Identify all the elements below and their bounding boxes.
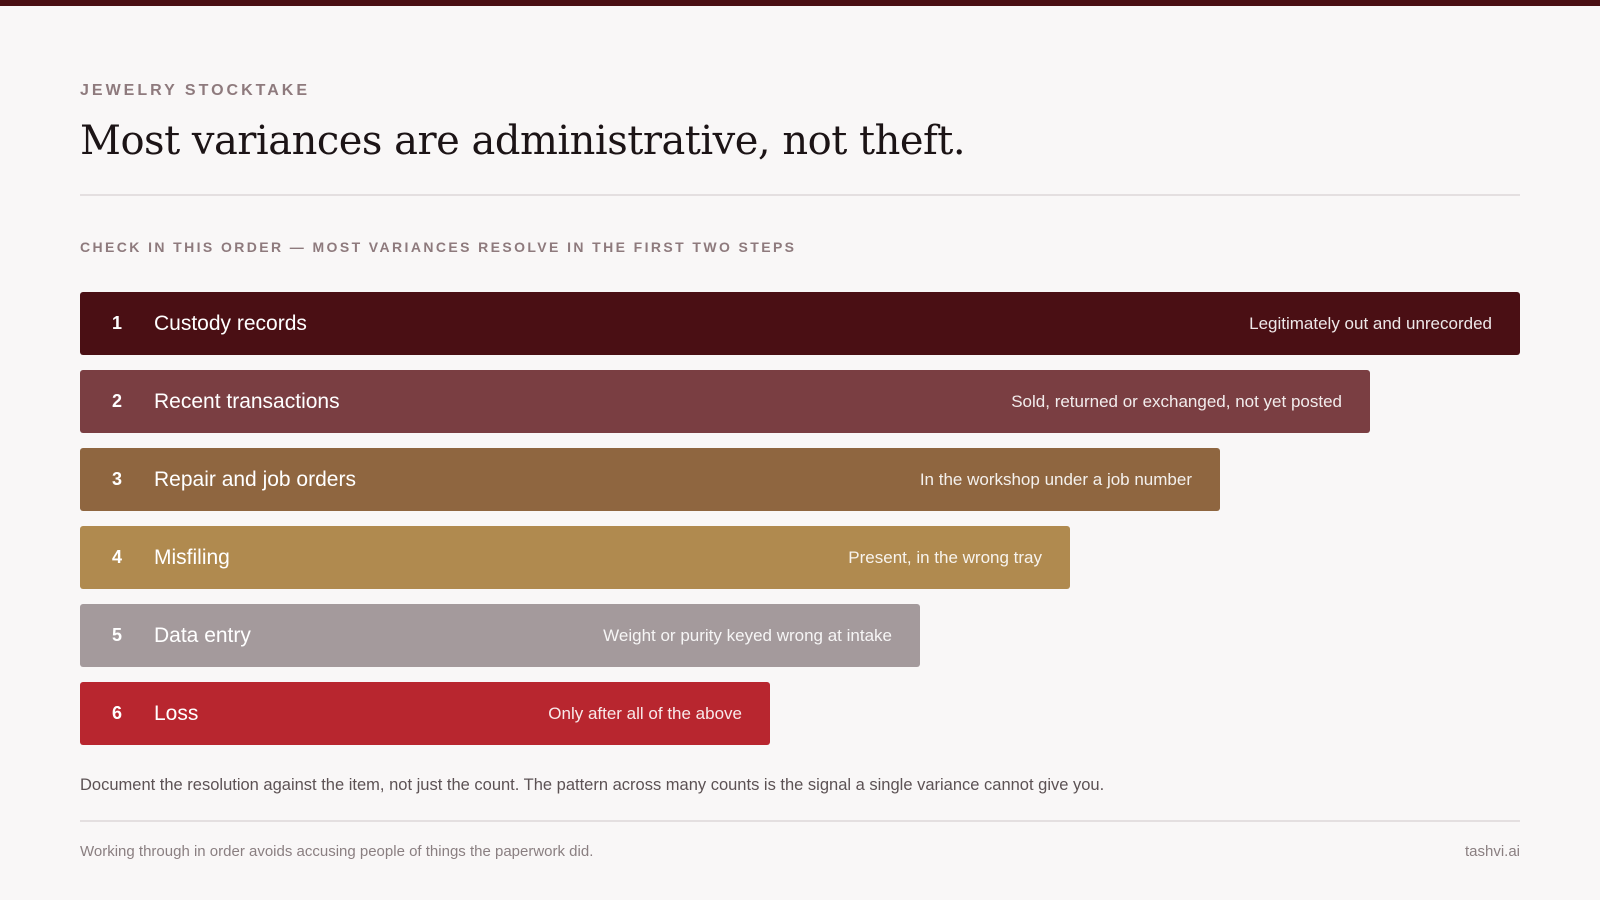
step-label: Misfiling [154, 545, 230, 569]
step-label: Repair and job orders [154, 467, 356, 491]
title: Most variances are administrative, not t… [80, 118, 966, 164]
step-bar: 4 Misfiling Present, in the wrong tray [80, 526, 1070, 589]
step-note: Only after all of the above [548, 703, 742, 723]
step-number: 2 [111, 391, 122, 411]
step-label: Loss [154, 701, 199, 725]
step-number: 6 [111, 703, 122, 723]
step-number: 1 [111, 313, 122, 333]
step-number: 5 [111, 625, 122, 645]
footer-text: Working through in order avoids accusing… [80, 843, 594, 860]
step-note: In the workshop under a job number [919, 469, 1192, 489]
step-bar: 5 Data entry Weight or purity keyed wrong … [80, 604, 920, 667]
divider [80, 194, 1520, 196]
step-note: Present, in the wrong tray [848, 547, 1042, 567]
step-label: Data entry [154, 623, 251, 647]
step-note: Legitimately out and unrecorded [1249, 313, 1492, 333]
step-number: 4 [111, 547, 122, 567]
note: Document the resolution against the item… [80, 776, 1105, 794]
step-note: Weight or purity keyed wrong at intake [603, 625, 892, 645]
step-bar: 6 Loss Only after all of the above [80, 682, 770, 745]
step-note: Sold, returned or exchanged, not yet pos… [1011, 391, 1342, 411]
step-bar: 2 Recent transactions Sold, returned or ex… [80, 370, 1370, 433]
eyebrow: JEWELRY STOCKTAKE [80, 82, 310, 99]
step-bar: 3 Repair and job orders In the workshop un… [80, 448, 1220, 511]
divider [80, 820, 1520, 822]
section-label: CHECK IN THIS ORDER — MOST VARIANCES RES… [80, 239, 797, 255]
step-number: 3 [111, 469, 122, 489]
step-label: Custody records [154, 311, 307, 335]
step-label: Recent transactions [154, 389, 340, 413]
top-bar [0, 0, 1600, 6]
step-bar: 1 Custody records Legitimately out and unr… [80, 292, 1520, 355]
footer-brand: tashvi.ai [1464, 843, 1520, 860]
